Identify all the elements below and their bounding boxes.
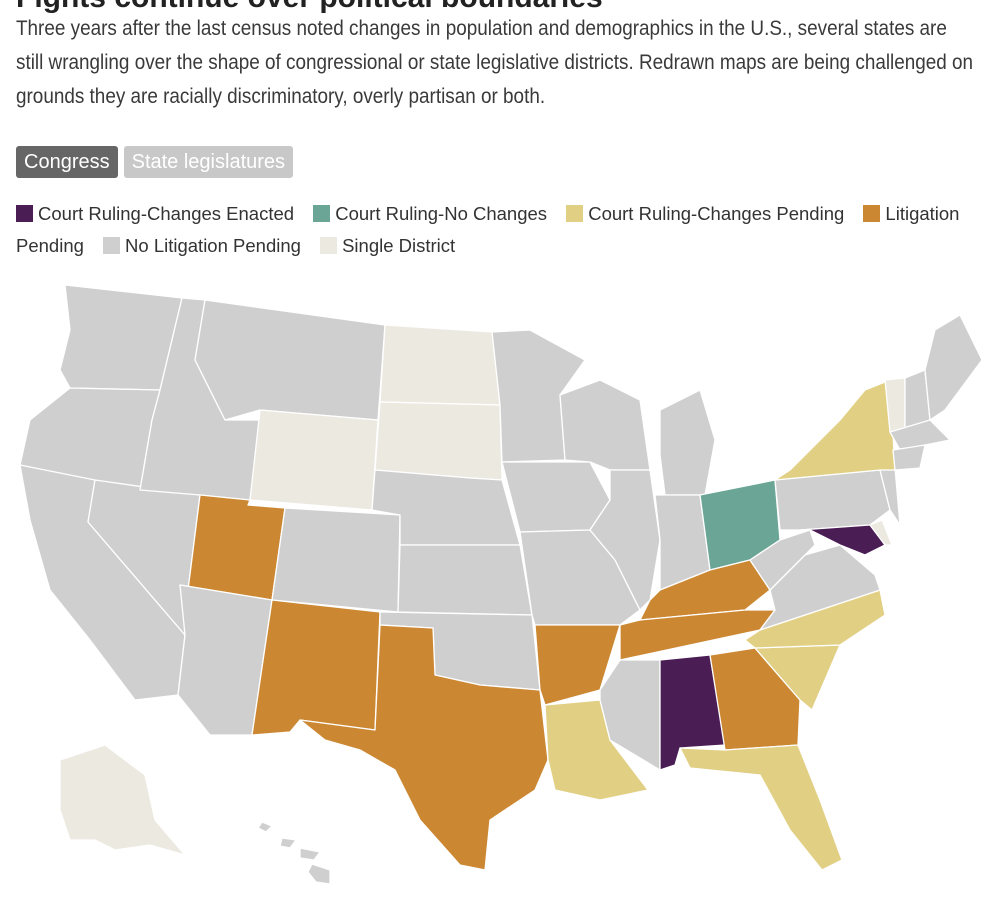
state-hi-4[interactable] bbox=[307, 863, 331, 885]
state-ny[interactable] bbox=[774, 379, 896, 481]
state-nm[interactable] bbox=[251, 599, 381, 736]
legend-item-no-changes: Court Ruling-No Changes bbox=[313, 203, 547, 224]
state-hi-2[interactable] bbox=[279, 837, 297, 849]
state-sd[interactable] bbox=[374, 401, 503, 481]
state-hi-1[interactable] bbox=[257, 821, 273, 833]
state-de[interactable] bbox=[869, 519, 893, 546]
legend-item-no-litigation: No Litigation Pending bbox=[103, 235, 301, 256]
state-il[interactable] bbox=[589, 469, 661, 611]
state-ks[interactable] bbox=[397, 544, 533, 616]
legend-item-single-district: Single District bbox=[320, 235, 455, 256]
legend-label: No Litigation Pending bbox=[125, 235, 301, 256]
legend-item-changes-pending: Court Ruling-Changes Pending bbox=[566, 203, 844, 224]
state-wy[interactable] bbox=[249, 409, 379, 511]
legend-swatch bbox=[103, 237, 121, 254]
state-mt[interactable] bbox=[194, 299, 386, 421]
legend-swatch bbox=[320, 237, 338, 254]
state-ar[interactable] bbox=[534, 624, 621, 706]
state-tx[interactable] bbox=[299, 624, 549, 871]
tab-state-legislatures[interactable]: State legislatures bbox=[123, 146, 294, 178]
legend-swatch bbox=[313, 205, 331, 222]
state-fl[interactable] bbox=[679, 744, 843, 871]
intro-text: Three years after the last census noted … bbox=[16, 17, 974, 108]
state-wi[interactable] bbox=[559, 379, 651, 471]
legend-label: Single District bbox=[342, 235, 456, 256]
legend-label: Court Ruling-No Changes bbox=[335, 203, 548, 224]
state-nd[interactable] bbox=[379, 324, 501, 406]
state-co[interactable] bbox=[271, 507, 401, 613]
legend-label: Litigation Pending bbox=[16, 203, 960, 256]
state-ga[interactable] bbox=[709, 647, 801, 751]
state-ma[interactable] bbox=[889, 419, 951, 451]
tab-congress[interactable]: Congress bbox=[16, 146, 118, 178]
state-ct[interactable] bbox=[892, 444, 926, 471]
state-va[interactable] bbox=[759, 544, 881, 631]
state-wv[interactable] bbox=[749, 529, 816, 591]
legend-label: Court Ruling-Changes Pending bbox=[588, 203, 845, 224]
legend-swatch bbox=[16, 205, 33, 222]
state-ia[interactable] bbox=[501, 461, 611, 533]
state-me[interactable] bbox=[924, 314, 983, 421]
view-tabs: Congress State legislatures bbox=[16, 146, 294, 178]
legend-swatch bbox=[566, 205, 584, 222]
us-map bbox=[19, 284, 983, 885]
state-hi-3[interactable] bbox=[299, 847, 321, 861]
legend-item-changes-enacted: Court Ruling-Changes Enacted bbox=[16, 203, 294, 224]
state-mi[interactable] bbox=[659, 389, 716, 496]
legend-item-litigation-pending: Litigation Pending bbox=[16, 203, 959, 256]
legend-label: Court Ruling-Changes Enacted bbox=[38, 203, 295, 224]
legend: Court Ruling-Changes Enacted Court Rulin… bbox=[16, 198, 986, 262]
legend-swatch bbox=[863, 205, 881, 222]
headline: Fights continue over political boundarie… bbox=[16, 0, 976, 14]
state-ak[interactable] bbox=[59, 744, 186, 856]
